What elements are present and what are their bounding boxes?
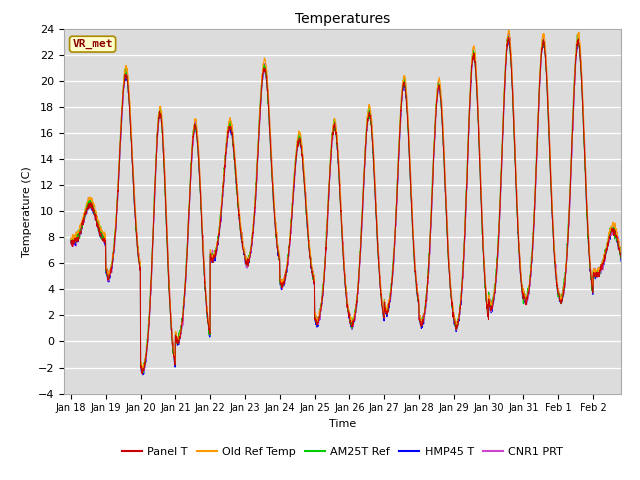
- Title: Temperatures: Temperatures: [295, 12, 390, 26]
- Legend: Panel T, Old Ref Temp, AM25T Ref, HMP45 T, CNR1 PRT: Panel T, Old Ref Temp, AM25T Ref, HMP45 …: [117, 442, 568, 461]
- X-axis label: Time: Time: [329, 419, 356, 429]
- Y-axis label: Temperature (C): Temperature (C): [22, 166, 32, 257]
- Text: VR_met: VR_met: [72, 39, 113, 49]
